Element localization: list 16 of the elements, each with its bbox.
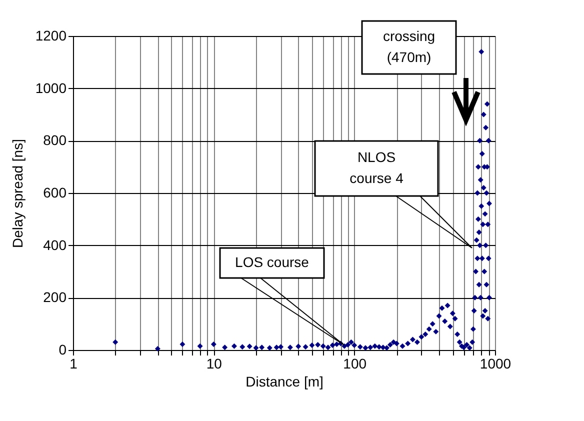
y-tick-label: 200 bbox=[43, 289, 67, 306]
y-axis-title: Delay spread [ns] bbox=[9, 139, 26, 248]
x-tick-label: 10 bbox=[206, 356, 222, 372]
annotation: crossing (470m) bbox=[382, 28, 436, 65]
y-tick-label: 800 bbox=[43, 132, 67, 148]
annotation: LOS course bbox=[235, 254, 310, 270]
y-tick-label: 0 bbox=[58, 342, 67, 358]
x-axis-title: Distance [m] bbox=[246, 374, 324, 390]
y-tick-label: 400 bbox=[43, 236, 67, 253]
x-tick-label: 1 bbox=[70, 356, 78, 372]
x-tick-label: 100 bbox=[343, 356, 367, 372]
y-tick-label: 1200 bbox=[35, 28, 67, 44]
y-tick-label: 1000 bbox=[35, 80, 67, 96]
x-tick-label: 1000 bbox=[480, 356, 512, 372]
y-tick-label: 600 bbox=[43, 184, 67, 200]
annotation: NLOS course 4 bbox=[350, 149, 404, 186]
